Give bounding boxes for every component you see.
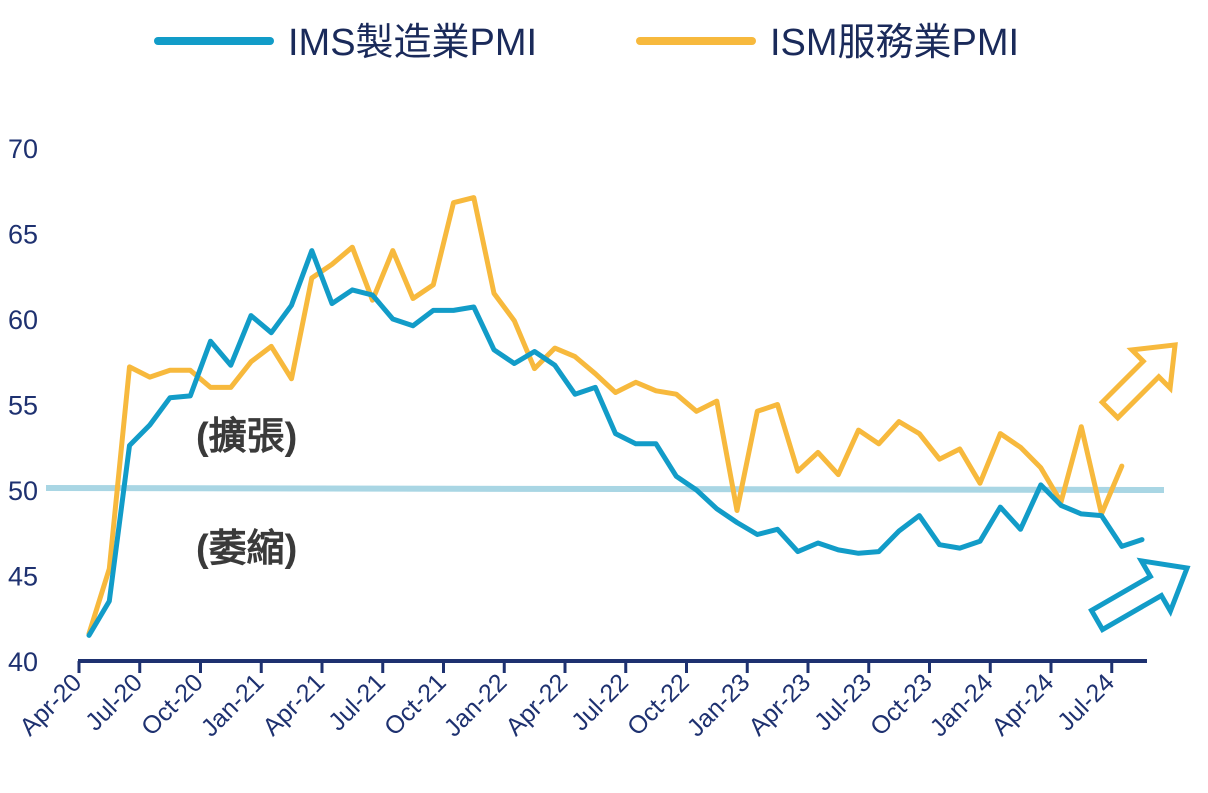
series-line-services (86, 195, 1125, 637)
x-tick-label: Jan-22 (439, 668, 513, 742)
y-axis-ticks: 40 45 50 55 60 65 70 (8, 134, 38, 677)
x-tick-label: Apr-22 (500, 668, 573, 741)
x-tick-label: Apr-21 (257, 668, 330, 741)
x-tick-label: Jul-20 (80, 668, 148, 736)
x-tick-label: Jan-21 (196, 668, 270, 742)
x-tick-label: Jul-22 (566, 668, 634, 736)
series-line-manufacturing (86, 248, 1145, 638)
x-tick-label: Apr-23 (743, 668, 816, 741)
legend: IMS製造業PMI ISM服務業PMI (154, 22, 1019, 64)
annotation-expansion: (擴張) (196, 415, 297, 458)
x-tick-label: Jan-23 (682, 668, 756, 742)
up-arrow-icon (1098, 342, 1178, 422)
legend-label-manufacturing: IMS製造業PMI (288, 22, 537, 64)
y-tick-label: 65 (8, 220, 38, 250)
y-tick-label: 40 (8, 647, 38, 677)
x-tick-label: Jul-24 (1052, 668, 1120, 736)
threshold-line-50 (45, 485, 1165, 493)
x-tick-label: Oct-21 (379, 668, 452, 741)
annotation-contraction: (萎縮) (196, 528, 297, 570)
y-tick-label: 45 (8, 562, 38, 592)
y-tick-label: 60 (8, 305, 38, 335)
x-axis-ticks: Apr-20Jul-20Oct-20Jan-21Apr-21Jul-21Oct-… (14, 661, 1120, 742)
x-tick-label: Oct-22 (622, 668, 695, 741)
x-tick-label: Oct-23 (865, 668, 938, 741)
right-up-arrow-icon (1088, 557, 1191, 633)
x-tick-label: Jul-23 (809, 668, 877, 736)
y-tick-label: 50 (8, 476, 38, 506)
x-tick-label: Apr-24 (986, 668, 1059, 741)
x-tick-label: Apr-20 (14, 668, 87, 741)
y-tick-label: 70 (8, 134, 38, 164)
y-tick-label: 55 (8, 391, 38, 421)
legend-label-services: ISM服務業PMI (770, 22, 1019, 64)
x-tick-label: Jul-21 (323, 668, 391, 736)
x-tick-label: Jan-24 (925, 668, 999, 742)
x-tick-label: Oct-20 (136, 668, 209, 741)
